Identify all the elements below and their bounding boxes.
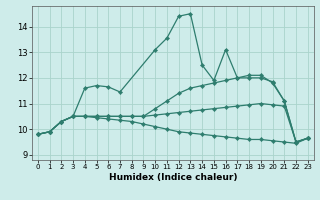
X-axis label: Humidex (Indice chaleur): Humidex (Indice chaleur) — [108, 173, 237, 182]
